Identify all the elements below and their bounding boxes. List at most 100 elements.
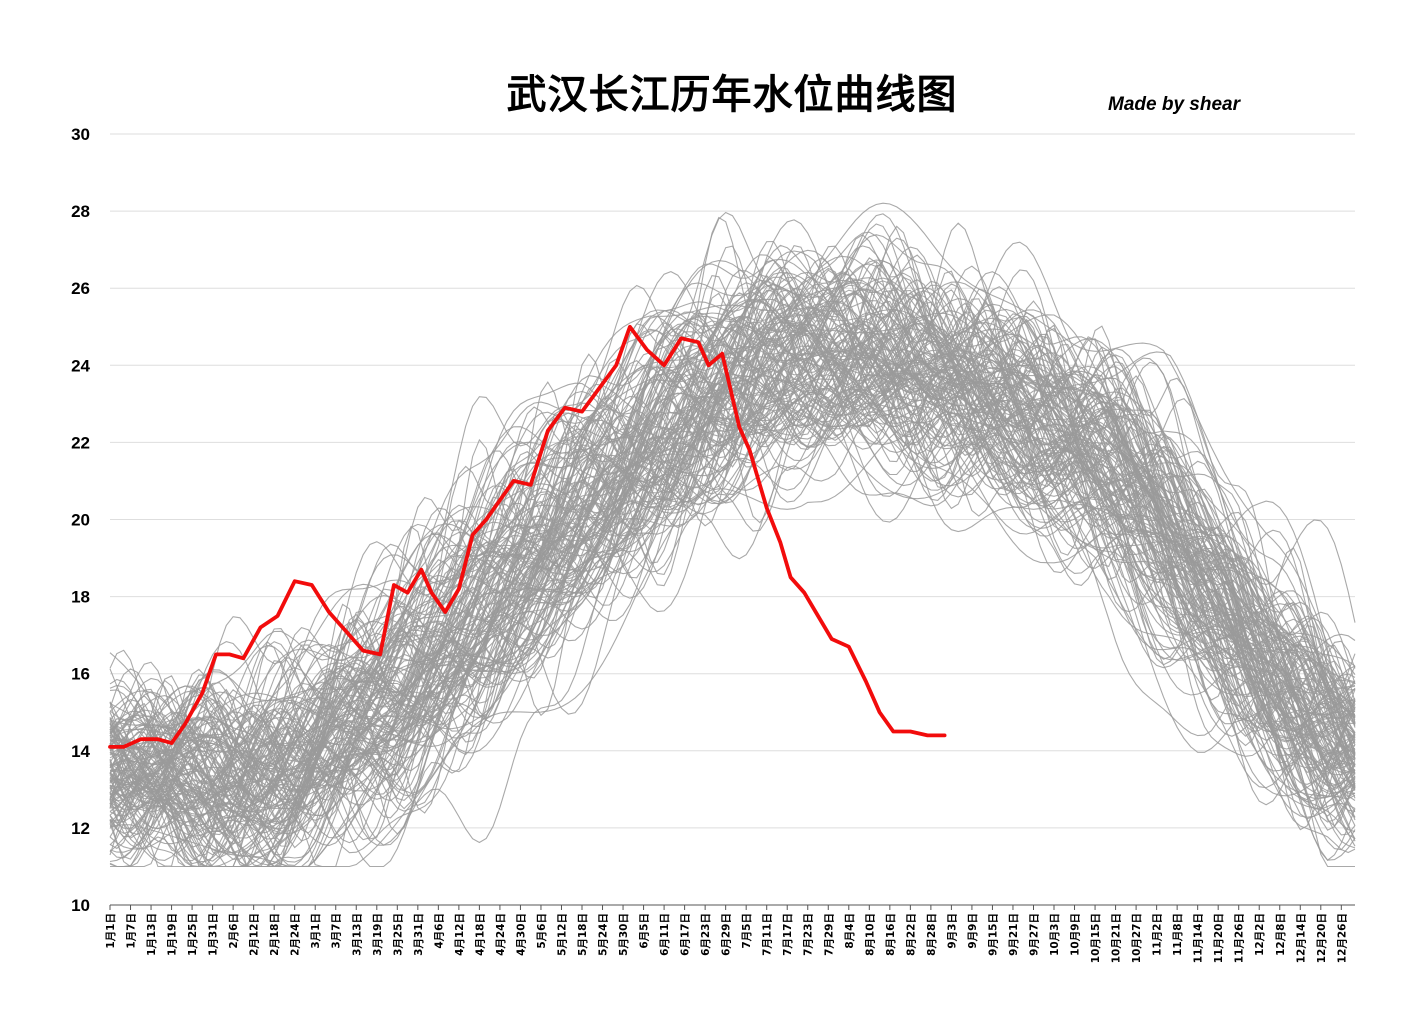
chart-credit: Made by shear: [1108, 94, 1240, 115]
historical-series-line: [109, 263, 1356, 811]
x-tick-label: 11月8日: [1172, 913, 1184, 956]
x-tick-label: 11月14日: [1193, 913, 1205, 963]
x-tick-label: 7月29日: [823, 913, 835, 956]
x-tick-label: 12月14日: [1295, 913, 1307, 963]
current-year-series-group: [108, 324, 947, 749]
historical-series-line: [109, 298, 1356, 817]
historical-series-line: [109, 287, 1356, 804]
x-tick-label: 1月31日: [208, 913, 220, 956]
x-tick-label: 11月20日: [1213, 913, 1225, 963]
x-tick-label: 8月22日: [905, 913, 917, 956]
historical-series-line: [109, 352, 1356, 868]
x-tick-label: 4月12日: [454, 913, 466, 956]
historical-series-line: [109, 244, 1356, 753]
y-tick-label-24: 24: [71, 356, 90, 375]
axes: [109, 904, 1355, 910]
historical-series-line: [109, 375, 1356, 868]
x-tick-label: 8月28日: [926, 913, 938, 956]
x-tick-label: 12月20日: [1316, 913, 1328, 963]
historical-series-line: [109, 318, 1356, 810]
historical-series-line: [109, 340, 1356, 868]
historical-series-line: [109, 309, 1356, 823]
x-tick-label: 5月30日: [618, 913, 630, 956]
x-tick-label: 7月17日: [782, 913, 794, 956]
x-tick-label: 12月26日: [1336, 913, 1348, 963]
historical-series-line: [109, 237, 1356, 789]
x-tick-label: 3月1日: [310, 913, 322, 949]
x-tick-label: 3月7日: [331, 913, 343, 949]
x-tick-label: 1月25日: [187, 913, 199, 956]
x-tick-label: 6月23日: [700, 913, 712, 956]
historical-series-line: [109, 329, 1356, 866]
x-tick-label: 3月25日: [392, 913, 404, 956]
y-tick-label-10: 10: [71, 896, 90, 915]
historical-series-line: [109, 333, 1356, 844]
x-tick-label: 5月18日: [577, 913, 589, 956]
x-tick-label: 5月24日: [598, 913, 610, 956]
historical-series-line: [109, 289, 1356, 827]
historical-series-line: [109, 332, 1356, 863]
x-tick-label: 6月11日: [659, 913, 671, 956]
x-tick-label: 8月10日: [864, 913, 876, 956]
historical-series-line: [109, 352, 1356, 828]
historical-series-line: [109, 352, 1356, 858]
y-tick-labels: 10 12 14 16 18 20 22 24 26 28 30: [71, 125, 90, 915]
historical-series-line: [109, 309, 1356, 809]
x-tick-label: 8月4日: [844, 913, 856, 949]
x-tick-label: 2月6日: [228, 913, 240, 949]
x-tick-label: 2月18日: [269, 913, 281, 956]
historical-series-line: [109, 327, 1356, 795]
x-tick-label: 1月7日: [126, 913, 138, 949]
x-tick-label: 3月19日: [372, 913, 384, 956]
x-tick-labels: 1月1日 1月7日 1月13日 1月19日 1月25日 1月31日 2月6日 2月12日 2月1…: [105, 913, 1348, 963]
historical-series-line: [109, 418, 1356, 868]
historical-series-line: [109, 280, 1356, 781]
x-tick-label: 1月1日: [105, 913, 117, 949]
x-tick-label: 10月21日: [1111, 913, 1123, 963]
historical-series-line: [109, 345, 1356, 805]
x-tick-label: 10月27日: [1131, 913, 1143, 963]
historical-series-line: [109, 202, 1356, 753]
y-tick-label-12: 12: [71, 819, 90, 838]
historical-series-line: [109, 234, 1356, 765]
current-year-series-line: [108, 324, 947, 749]
x-tick-label: 7月11日: [762, 913, 774, 956]
historical-series-line: [109, 271, 1356, 805]
x-tick-label: 12月2日: [1254, 913, 1266, 956]
x-tick-label: 4月24日: [495, 913, 507, 956]
x-tick-label: 4月18日: [474, 913, 486, 956]
x-tick-label: 4月6日: [433, 913, 445, 949]
x-tick-label: 6月17日: [680, 913, 692, 956]
x-tick-label: 9月9日: [967, 913, 979, 949]
x-tick-label: 11月26日: [1234, 913, 1246, 963]
x-tick-label: 2月12日: [249, 913, 261, 956]
x-tick-label: 9月21日: [1008, 913, 1020, 956]
x-tick-label: 5月12日: [556, 913, 568, 956]
chart-title: 武汉长江历年水位曲线图: [506, 72, 958, 118]
x-tick-label: 1月13日: [146, 913, 158, 956]
y-tick-label-22: 22: [71, 433, 90, 452]
historical-series-line: [109, 424, 1356, 868]
historical-series-line: [109, 319, 1356, 827]
historical-series-group: [109, 202, 1356, 868]
x-tick-label: 6月29日: [721, 913, 733, 956]
x-tick-label: 3月13日: [351, 913, 363, 956]
x-tick-label: 10月15日: [1090, 913, 1102, 963]
historical-series-line: [109, 315, 1356, 838]
x-tick-label: 6月5日: [639, 913, 651, 949]
historical-series-line: [109, 359, 1356, 845]
x-tick-label: 8月16日: [885, 913, 897, 956]
y-tick-label-16: 16: [71, 665, 90, 684]
x-tick-label: 3月31日: [413, 913, 425, 956]
x-tick-label: 9月15日: [987, 913, 999, 956]
x-tick-label: 9月27日: [1028, 913, 1040, 956]
historical-series-line: [109, 300, 1356, 857]
x-tick-label: 4月30日: [515, 913, 527, 956]
y-tick-label-28: 28: [71, 202, 90, 221]
historical-series-line: [109, 259, 1356, 751]
x-tick-label: 2月24日: [290, 913, 302, 956]
y-tick-label-14: 14: [71, 742, 90, 761]
y-tick-label-26: 26: [71, 279, 90, 298]
historical-series-line: [109, 213, 1356, 741]
